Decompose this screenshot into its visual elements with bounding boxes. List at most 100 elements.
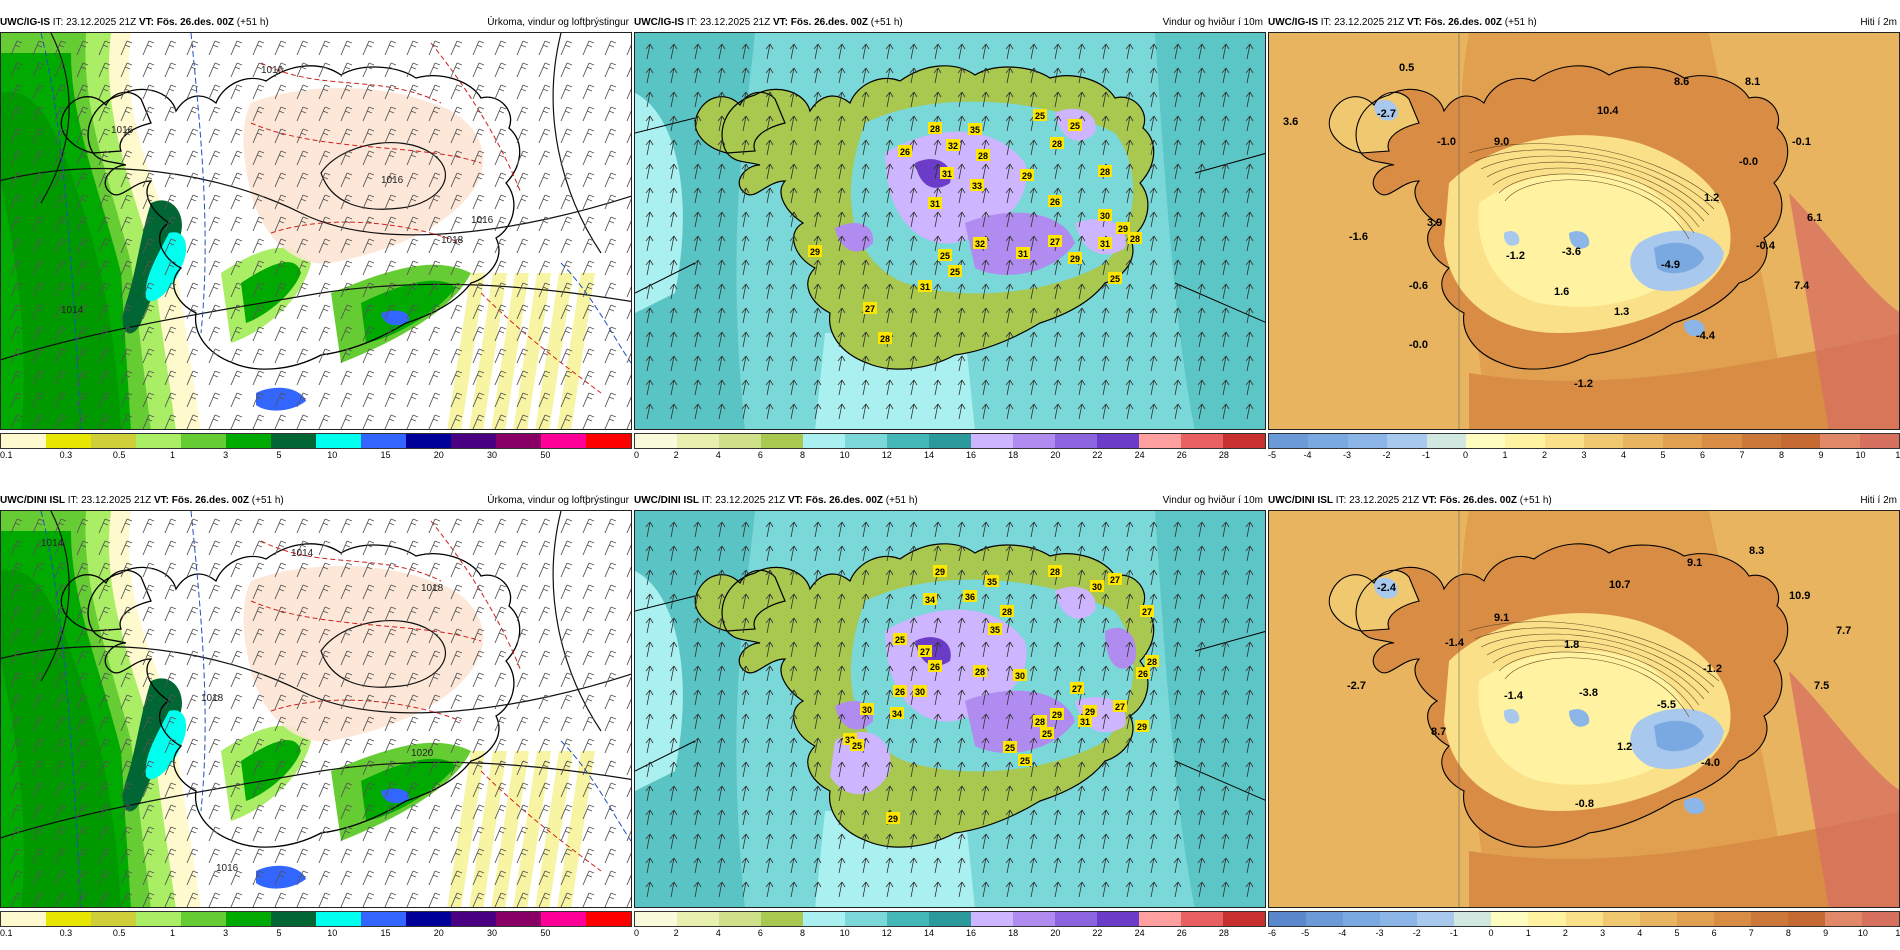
temperature-value: -0.0 [1739, 156, 1758, 168]
legend-swatch [677, 912, 719, 926]
gust-label: 29 [1020, 169, 1034, 181]
legend-swatch [1676, 912, 1714, 926]
legend-tick: 11 [1895, 928, 1900, 938]
temperature-value: -0.8 [1575, 798, 1594, 810]
legend-swatch [406, 434, 451, 448]
legend-tick: 0.3 [59, 928, 73, 938]
legend-swatch [929, 434, 971, 448]
legend-tick: 1 [169, 450, 175, 460]
temperature-value: 1.2 [1617, 741, 1632, 753]
legend-swatch [1859, 434, 1899, 448]
legend-swatch [1306, 912, 1344, 926]
coastline [1355, 543, 1789, 848]
legend-tick: 16 [966, 928, 977, 938]
temperature-value: 7.5 [1814, 680, 1829, 692]
gust-label: 26 [893, 685, 907, 697]
temperature-value: -0.0 [1409, 339, 1428, 351]
temperature-value: -1.2 [1574, 378, 1593, 390]
svg-text:34: 34 [892, 709, 902, 719]
isobar-label: 1016 [381, 175, 404, 186]
map-area: 28 32 35 25 31 28 26 31 33 29 28 25 25 31 25 32 25 28 26 29… [634, 32, 1266, 430]
svg-text:27: 27 [1115, 702, 1125, 712]
gust-label: 34 [890, 707, 904, 719]
svg-text:25: 25 [940, 251, 950, 261]
map-svg: -2.4 9.1 8.3 10.7 10.9 -1.4 9.1 1.8 7.7 -1.2 -2.7 -… [1269, 511, 1899, 907]
gust-label: 25 [1040, 727, 1054, 739]
map-svg: 1014 1014 1018 1020 1018 1016 [1, 511, 631, 907]
gust-label: 27 [918, 645, 932, 657]
legend-tick: -1 [1421, 450, 1431, 460]
legend-swatch [1454, 912, 1492, 926]
isobar-label: 1014 [291, 548, 314, 559]
color-legend: 0 2 4 6 8 10 12 14 16 18 20 22 24 26 28 [634, 911, 1266, 939]
coastline [1355, 65, 1789, 370]
legend-tick: 5 [276, 928, 282, 938]
svg-text:25: 25 [1005, 743, 1015, 753]
lead-time: (+51 h) [870, 17, 903, 28]
legend-tick: 8 [800, 928, 806, 938]
legend-swatch [1097, 912, 1139, 926]
freezing-contours [40, 511, 631, 907]
init-time: IT: 23.12.2025 21Z [1335, 495, 1420, 506]
legend-tick: 9 [1823, 928, 1829, 938]
panel-header: UWC/DINI ISL IT: 23.12.2025 21Z VT: Fös.… [634, 493, 1266, 509]
model-name: UWC/DINI ISL [634, 495, 699, 506]
temperature-value: -3.6 [1562, 246, 1581, 258]
svg-text:28: 28 [1130, 234, 1140, 244]
temperature-value: -3.8 [1579, 687, 1598, 699]
legend-swatch [1702, 434, 1742, 448]
legend-tick: 14 [923, 450, 934, 460]
temperature-value: 6.1 [1807, 212, 1822, 224]
isobar-label: 1018 [441, 235, 464, 246]
temperature-isolines [1468, 143, 1720, 240]
svg-text:25: 25 [1070, 121, 1080, 131]
svg-text:25: 25 [1110, 274, 1120, 284]
legend-swatch [1223, 912, 1265, 926]
svg-text:28: 28 [978, 151, 988, 161]
svg-text:25: 25 [895, 635, 905, 645]
gust-label: 26 [898, 145, 912, 157]
legend-tick: 0.1 [0, 450, 13, 460]
legend-swatch [1862, 912, 1900, 926]
temperature-value: -1.0 [1437, 136, 1456, 148]
init-time: IT: 23.12.2025 21Z [686, 17, 771, 28]
gust-label: 31 [1098, 237, 1112, 249]
legend-swatch [1181, 912, 1223, 926]
svg-text:28: 28 [930, 124, 940, 134]
legend-swatch [181, 912, 226, 926]
svg-text:27: 27 [865, 304, 875, 314]
legend-swatch [1623, 434, 1663, 448]
legend-tick: 10 [839, 450, 850, 460]
isobar-label: 1018 [421, 583, 444, 594]
gust-label: 28 [1098, 165, 1112, 177]
svg-text:30: 30 [1092, 582, 1102, 592]
legend-swatch [845, 912, 887, 926]
temperature-value: -4.9 [1661, 259, 1680, 271]
gust-label: 29 [1116, 222, 1130, 234]
gust-label: 26 [928, 660, 942, 672]
precip-field [1, 511, 631, 907]
legend-tick: -4 [1303, 450, 1312, 460]
legend-swatch [1713, 912, 1751, 926]
gust-label: 30 [1098, 209, 1112, 221]
svg-text:32: 32 [948, 141, 958, 151]
legend-swatch [271, 434, 316, 448]
legend-tick: 11 [1895, 450, 1900, 460]
legend-swatch [1426, 434, 1466, 448]
panel-wind-dini: UWC/DINI ISL IT: 23.12.2025 21Z VT: Fös.… [634, 493, 1266, 950]
svg-text:29: 29 [1085, 707, 1095, 717]
legend-swatch [271, 912, 316, 926]
svg-text:25: 25 [1020, 756, 1030, 766]
legend-swatch [1544, 434, 1584, 448]
gust-label: 25 [1108, 272, 1122, 284]
gust-label: 36 [963, 590, 977, 602]
legend-swatch [1347, 434, 1388, 448]
legend-tick: -2 [1412, 928, 1421, 938]
legend-swatch [316, 434, 361, 448]
legend-tick: 14 [923, 928, 934, 938]
temperature-value: -4.4 [1696, 330, 1716, 342]
gust-label: 25 [850, 739, 864, 751]
legend-tick: 15 [380, 928, 391, 938]
temperature-contours [250, 42, 602, 394]
legend-tick: 10 [839, 928, 850, 938]
